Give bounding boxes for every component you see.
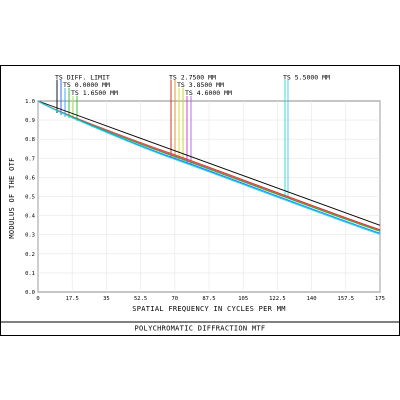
legend-label-ts-1-6500: TS 1.6500 MM [71,89,118,97]
y-tick-labels: 0.0 0.1 0.2 0.3 0.4 0.5 0.6 0.7 0.8 0.9 1.0 [25,99,36,296]
y-tick-label: 0.2 [25,252,35,258]
x-tick-label: 52.5 [134,296,147,302]
legend-label-diff-limit: TS DIFF. LIMIT [55,74,110,82]
legend-label-ts-5-5000: TS 5.5000 MM [283,74,330,82]
x-tick-label: 70 [171,296,178,302]
legend-label-ts-0-0000: TS 0.0000 MM [63,81,110,89]
legend-label-ts-2-7500: TS 2.7500 MM [169,74,216,82]
y-tick-label: 0.5 [25,195,35,201]
x-tick-label: 157.5 [338,296,355,302]
y-tick-label: 0.0 [25,290,35,296]
y-tick-label: 0.9 [25,118,35,124]
legend-label-ts-3-8500: TS 3.8500 MM [177,81,224,89]
x-tick-label: 17.5 [66,296,79,302]
chart-title: POLYCHROMATIC DIFFRACTION MTF [135,325,266,333]
series-line [37,100,381,226]
y-tick-label: 0.3 [25,233,35,239]
y-axis-title: MODULUS OF THE OTF [8,157,16,238]
y-tick-label: 0.4 [25,214,36,220]
y-tick-label: 0.7 [25,156,35,162]
series-group [37,100,381,235]
x-tick-label: 140 [307,296,317,302]
x-tick-label: 105 [238,296,248,302]
x-tick-labels: 0 17.5 35 52.5 70 87.5 105 122.5 140 157.5 175 [36,296,385,302]
y-tick-label: 0.1 [25,271,35,277]
x-tick-label: 35 [103,296,110,302]
x-tick-label: 175 [375,296,385,302]
series-line [37,100,381,235]
legend-labels: TS DIFF. LIMIT TS 0.0000 MM TS 1.6500 MM… [55,74,330,98]
x-axis-title: SPATIAL FREQUENCY IN CYCLES PER MM [132,305,286,313]
x-tick-label: 0 [36,296,39,302]
legend-label-ts-4-6000: TS 4.6000 MM [185,89,232,97]
y-tick-label: 1.0 [25,99,35,105]
x-tick-label: 122.5 [269,296,286,302]
x-tick-label: 87.5 [202,296,215,302]
y-tick-label: 0.6 [25,175,35,181]
y-tick-label: 0.8 [25,137,35,143]
